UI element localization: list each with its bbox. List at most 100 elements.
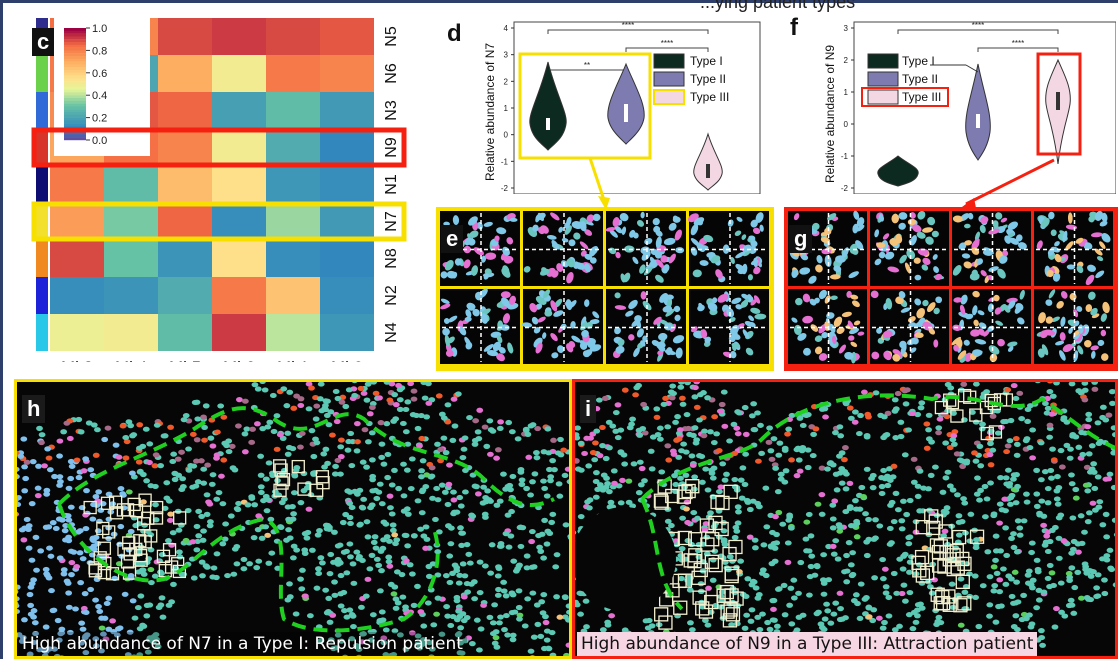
colorbar-tick: 0.8 — [92, 45, 107, 57]
panel-d-legend-type2: Type II — [690, 72, 726, 86]
colorbar-tick: 0.4 — [92, 90, 107, 102]
panel-f-ylabel: Relative abundance of N9 — [823, 45, 837, 183]
cell-tile — [440, 288, 520, 364]
panel-f-legend-type2: Type II — [902, 72, 938, 86]
panel-h-letter: h — [22, 395, 46, 423]
panel-i-caption: High abundance of N9 in a Type III: Attr… — [577, 632, 1038, 656]
cell-tile — [870, 289, 949, 364]
heatmap-cell — [50, 314, 104, 351]
heatmap-cell — [50, 166, 104, 203]
panel-g-tile-grid — [784, 207, 1118, 371]
panel-d-bracket-pair — [547, 69, 627, 74]
panel-d-bracket-top — [547, 29, 709, 34]
ytick: 0 — [844, 120, 849, 129]
heatmap-cell — [158, 55, 212, 92]
panel-i-tissue-map — [572, 379, 1118, 659]
heatmap-cell — [212, 55, 266, 92]
panel-d-box-type3 — [706, 164, 710, 178]
panel-f-highlight-box — [1036, 52, 1082, 156]
panel-i-boundary — [640, 393, 1118, 501]
row-label-N6: N6 — [383, 63, 400, 84]
cell-tile — [521, 289, 603, 364]
heatmap-cell — [266, 166, 320, 203]
panel-f-violin-type1 — [877, 155, 919, 187]
highlight-row-N9 — [31, 127, 407, 168]
panel-d-legend-type3: Type III — [690, 90, 729, 104]
heatmap-cell — [266, 92, 320, 129]
heatmap-cell — [320, 92, 374, 129]
panel-f-to-g-arrow — [958, 158, 1055, 210]
panel-d-box-type1 — [546, 118, 550, 130]
panel-f-box-type3 — [1056, 92, 1060, 110]
cell-tile — [1034, 289, 1113, 364]
heatmap-cell — [320, 166, 374, 203]
panel-d-letter: d — [447, 20, 462, 47]
cell-tile — [952, 211, 1031, 286]
row-label-N3: N3 — [383, 100, 400, 121]
colorbar-tick: 1.0 — [92, 23, 107, 35]
row-marker-N9 — [36, 129, 48, 166]
cell-tile — [606, 289, 686, 364]
panel-d-bracket-mid — [625, 47, 709, 52]
heatmap-cell — [320, 203, 374, 240]
highlight-row-N7 — [31, 201, 407, 242]
heatmap-cell — [266, 314, 320, 351]
heatmap-cell — [50, 203, 104, 240]
heatmap-cell — [158, 240, 212, 277]
heatmap-cell — [50, 240, 104, 277]
tissue-cells — [572, 379, 1118, 659]
panel-d-sig-pair: ** — [584, 61, 590, 70]
row-marker-N6 — [36, 55, 48, 92]
heatmap-cell — [158, 166, 212, 203]
ytick: -1 — [501, 157, 509, 166]
panel-e-tile-grid — [436, 207, 774, 371]
ytick: 3 — [504, 51, 509, 60]
ytick: 1 — [504, 104, 509, 113]
panel-f-violin-type2 — [965, 63, 991, 161]
row-marker-N4 — [36, 314, 48, 351]
panel-i-border — [572, 379, 1118, 659]
row-marker-N3 — [36, 92, 48, 129]
panel-h-tissue-map — [14, 379, 572, 659]
panel-d-legend: Type I Type II Type III — [653, 53, 729, 105]
heatmap-cell — [212, 129, 266, 166]
heatmap-cell — [212, 18, 266, 55]
panel-f-bracket-mid — [977, 47, 1059, 52]
col-label-Mk4: Mk4 — [115, 358, 147, 362]
row-marker-N2 — [36, 277, 48, 314]
panel-f-box-type2 — [976, 114, 980, 128]
col-label-Mk3: Mk3 — [61, 358, 93, 362]
heatmap-cell — [104, 240, 158, 277]
ytick: 3 — [844, 24, 849, 33]
panel-g-letter: g — [789, 225, 813, 253]
ytick: -2 — [501, 184, 509, 193]
panel-f-violin-type3 — [1045, 58, 1071, 165]
panel-d-sig-mid: **** — [661, 39, 673, 48]
row-label-N8: N8 — [383, 248, 400, 269]
panel-d-sig-top: **** — [622, 21, 634, 30]
heatmap-cell — [266, 203, 320, 240]
row-label-N2: N2 — [383, 285, 400, 306]
heatmap-cell — [266, 55, 320, 92]
heatmap-cell — [212, 277, 266, 314]
colorbar-tick: 0.2 — [92, 113, 107, 125]
row-label-N9: N9 — [383, 137, 400, 158]
heatmap-cell — [320, 55, 374, 92]
colorbar: 1.0 0.8 0.6 0.4 0.2 0.0 — [54, 16, 150, 156]
tissue-highlight-squares — [83, 459, 330, 581]
colorbar-tick: 0.6 — [92, 68, 107, 80]
panel-f-legend-type3: Type III — [902, 90, 941, 104]
row-marker-N1 — [36, 166, 48, 203]
heatmap-cell — [104, 166, 158, 203]
cell-tile — [688, 211, 769, 286]
heatmap-cell — [158, 277, 212, 314]
heatmap-cell — [212, 314, 266, 351]
heatmap-cell — [50, 277, 104, 314]
panel-f-violin-plot: Relative abundance of N9 3 2 1 0 -1 -2 **** *… — [823, 21, 1116, 194]
heatmap-cell — [158, 92, 212, 129]
heatmap-cell — [158, 203, 212, 240]
ytick: 2 — [844, 56, 849, 65]
heatmap-cell — [266, 240, 320, 277]
